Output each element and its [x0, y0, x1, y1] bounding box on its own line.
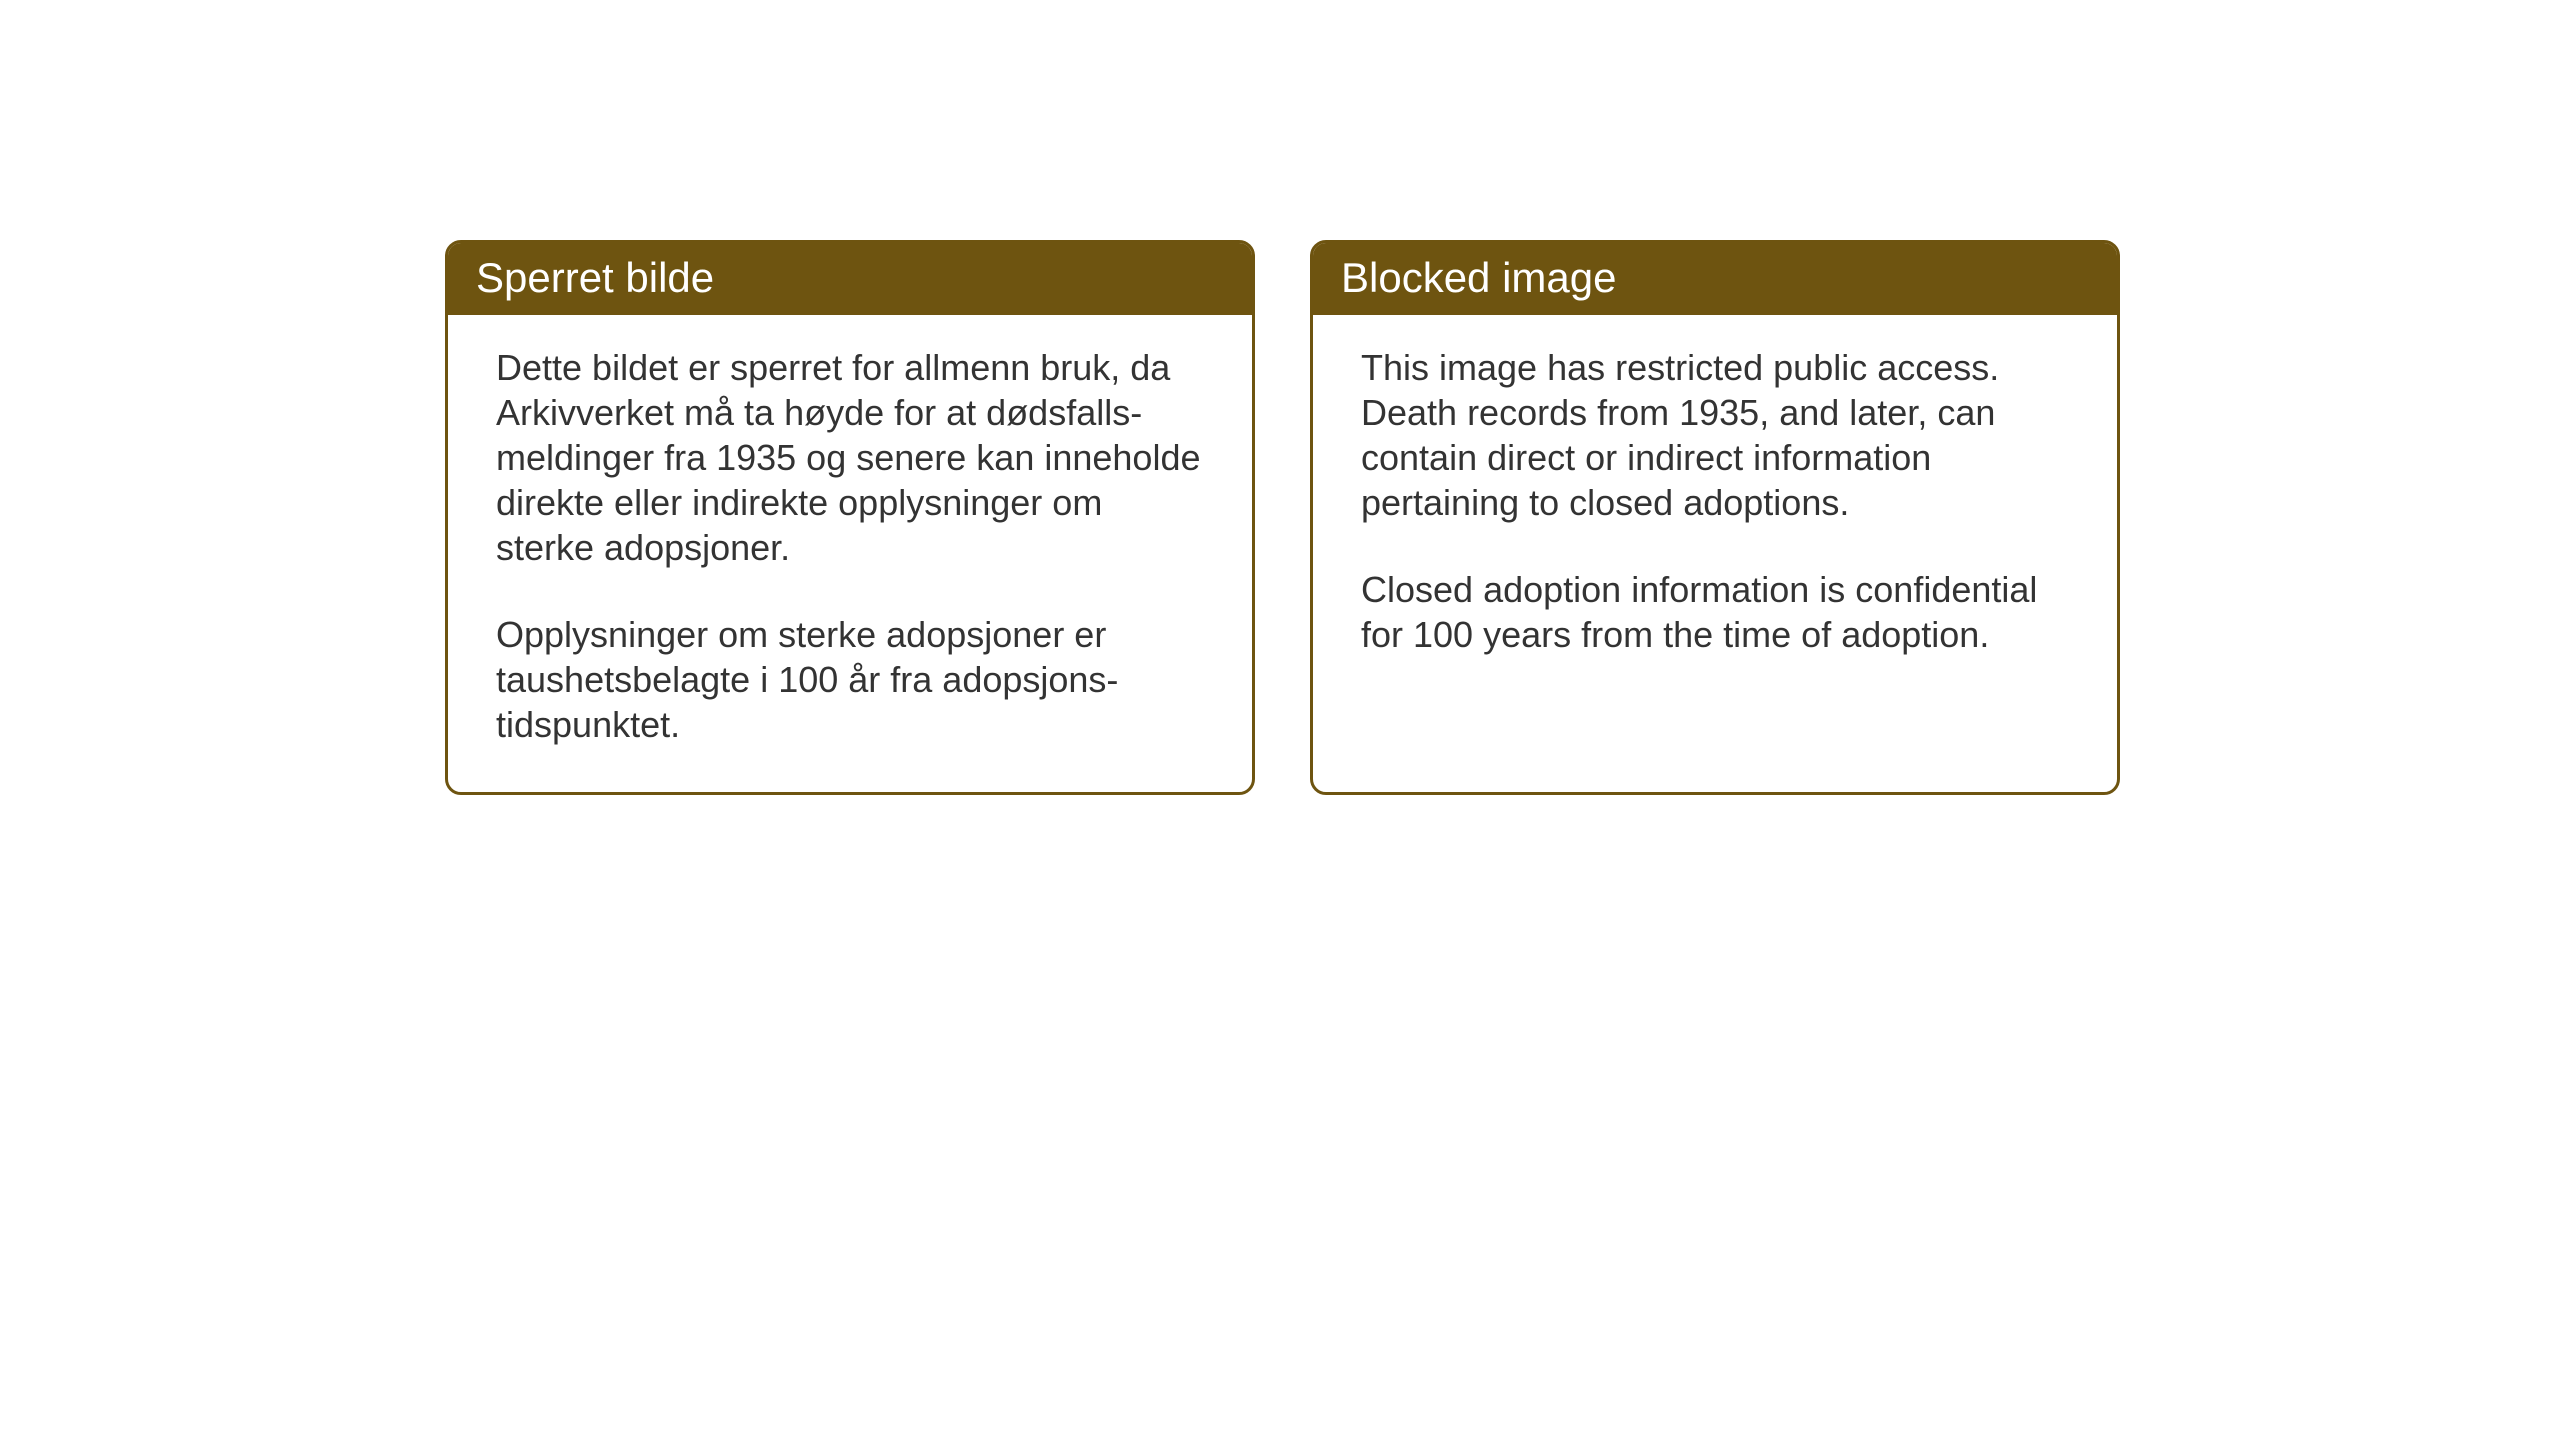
paragraph-1-norwegian: Dette bildet er sperret for allmenn bruk…	[496, 345, 1207, 570]
notice-container: Sperret bilde Dette bildet er sperret fo…	[445, 240, 2120, 795]
notice-card-english: Blocked image This image has restricted …	[1310, 240, 2120, 795]
paragraph-1-english: This image has restricted public access.…	[1361, 345, 2072, 525]
card-body-norwegian: Dette bildet er sperret for allmenn bruk…	[448, 315, 1252, 792]
notice-card-norwegian: Sperret bilde Dette bildet er sperret fo…	[445, 240, 1255, 795]
paragraph-2-norwegian: Opplysninger om sterke adopsjoner er tau…	[496, 612, 1207, 747]
card-header-norwegian: Sperret bilde	[448, 243, 1252, 315]
paragraph-2-english: Closed adoption information is confident…	[1361, 567, 2072, 657]
card-body-english: This image has restricted public access.…	[1313, 315, 2117, 702]
card-header-english: Blocked image	[1313, 243, 2117, 315]
